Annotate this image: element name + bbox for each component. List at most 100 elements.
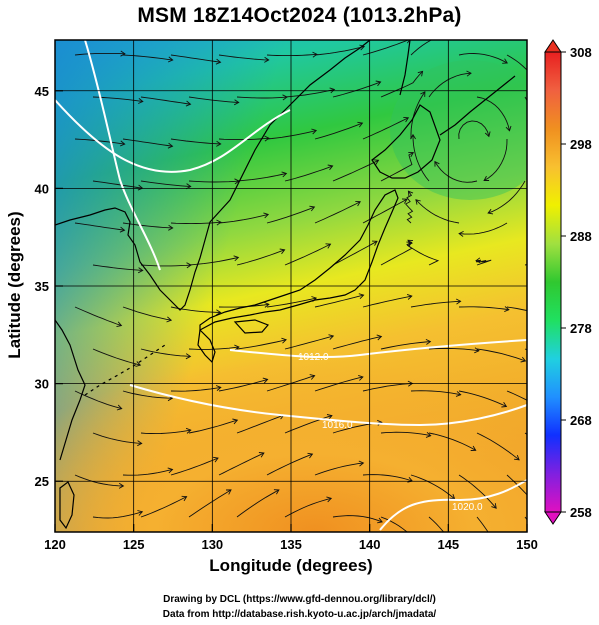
streamline-arrow xyxy=(281,337,287,344)
credit-drawing: Drawing by DCL (https://www.gfd-dennou.o… xyxy=(163,594,436,605)
streamline-arrow xyxy=(137,267,144,274)
streamline-arrow xyxy=(358,293,365,300)
streamline-arrow xyxy=(263,212,270,219)
streamline xyxy=(188,489,232,518)
streamline-arrow xyxy=(225,489,232,495)
streamline-arrow xyxy=(537,85,541,90)
streamline-arrow xyxy=(307,452,314,459)
streamline xyxy=(74,138,125,145)
colorbar-tick-label: 288 xyxy=(570,229,592,244)
streamline xyxy=(428,516,445,532)
streamline-arrow xyxy=(119,226,126,233)
isobar-label: 1012.0 xyxy=(298,352,329,363)
isobar-north xyxy=(84,40,161,271)
streamline-arrow xyxy=(434,160,440,167)
streamline-arrow xyxy=(234,344,240,351)
streamline-arrow xyxy=(116,404,123,411)
streamline xyxy=(362,117,409,140)
streamline-arrow xyxy=(279,248,286,255)
streamline-arrow xyxy=(264,301,270,308)
y-axis-label: Latitude (degrees) xyxy=(5,211,24,359)
streamline xyxy=(314,294,364,308)
isobars xyxy=(55,40,527,531)
coastlines xyxy=(55,40,516,530)
streamline xyxy=(314,122,363,140)
streamline-arrow xyxy=(138,98,144,104)
streamline-arrow xyxy=(119,140,126,147)
streamline-arrow xyxy=(273,489,280,495)
streamline-arrow xyxy=(458,230,464,237)
streamline xyxy=(122,54,173,61)
x-tick-label: 135 xyxy=(280,537,302,552)
streamline xyxy=(380,71,423,98)
streamline xyxy=(188,180,240,183)
streamline-arrow xyxy=(470,445,477,451)
streamline xyxy=(314,201,361,224)
streamline-arrow xyxy=(376,334,383,341)
coast-honshu xyxy=(199,189,399,331)
streamline xyxy=(92,180,143,189)
streamline-arrow xyxy=(359,44,366,51)
streamline-arrow xyxy=(120,50,126,57)
streamline xyxy=(236,96,288,99)
streamline-arrow xyxy=(403,116,410,123)
streamline xyxy=(218,378,268,392)
streamline-arrow xyxy=(455,391,462,397)
streamline-arrow xyxy=(329,87,336,94)
streamline-arrow xyxy=(502,58,508,64)
streamline-arrow xyxy=(505,125,512,132)
streamline-arrow xyxy=(232,418,239,425)
streamline-arrow xyxy=(487,208,494,215)
isobar-label: 1020.0 xyxy=(452,502,483,513)
streamline-arrow xyxy=(167,142,174,149)
colorbar-tick-label: 278 xyxy=(570,321,592,336)
streamline-arrow xyxy=(406,241,413,247)
streamline-arrow xyxy=(167,467,174,474)
streamline xyxy=(506,306,527,312)
y-tick-label: 25 xyxy=(35,474,49,489)
streamline xyxy=(434,161,478,183)
streamline xyxy=(412,134,430,182)
streamline-arrow xyxy=(504,306,510,313)
streamline xyxy=(362,40,410,56)
colorbar: 258 268 278 288 298 308 xyxy=(544,39,592,525)
streamline-arrow xyxy=(166,316,173,323)
coast-ryukyu xyxy=(84,344,166,396)
colorbar-tick-label: 268 xyxy=(570,413,592,428)
streamline xyxy=(140,348,191,357)
streamline xyxy=(410,91,426,139)
streamline xyxy=(266,453,313,476)
x-axis-ticks: 120 125 130 135 140 145 150 xyxy=(44,524,538,552)
streamline xyxy=(476,516,489,532)
streamline xyxy=(476,96,510,131)
streamline-arrow xyxy=(449,30,454,35)
streamline xyxy=(92,511,143,519)
streamline-arrow xyxy=(455,298,462,305)
streamline xyxy=(406,241,440,266)
streamline xyxy=(236,249,285,266)
streamline-arrow xyxy=(262,377,269,384)
coast-shikoku xyxy=(233,319,270,334)
streamline xyxy=(284,335,334,350)
streamline xyxy=(266,53,317,57)
y-tick-label: 30 xyxy=(35,377,49,392)
streamline xyxy=(415,199,460,224)
streamline xyxy=(122,306,172,321)
streamline xyxy=(140,96,191,105)
x-tick-label: 140 xyxy=(359,537,381,552)
streamline-arrow xyxy=(466,70,472,77)
streamline xyxy=(122,138,173,147)
streamline-arrow xyxy=(327,164,334,171)
streamline xyxy=(74,390,122,410)
streamline xyxy=(74,474,124,487)
streamline xyxy=(218,452,265,476)
streamline xyxy=(74,222,125,231)
streamline-arrow xyxy=(312,51,318,58)
y-tick-label: 35 xyxy=(35,279,49,294)
streamline xyxy=(140,429,191,435)
streamline xyxy=(483,138,508,181)
streamline xyxy=(458,474,497,509)
streamline xyxy=(428,348,479,352)
streamline-arrow xyxy=(233,255,240,262)
streamline-arrow xyxy=(215,58,222,65)
